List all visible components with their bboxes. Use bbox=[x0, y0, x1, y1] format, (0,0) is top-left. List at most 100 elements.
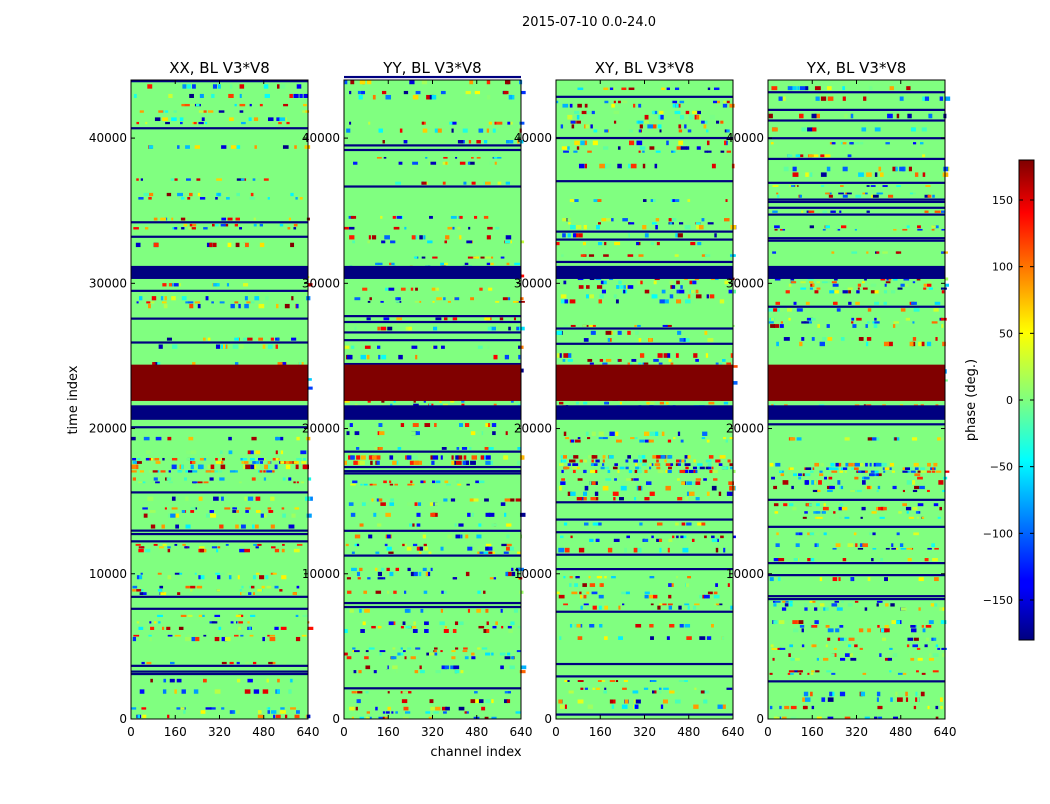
heatmap-cell bbox=[928, 287, 933, 290]
heatmap-cell bbox=[478, 523, 482, 527]
heatmap-cell bbox=[227, 572, 232, 575]
heatmap-cell bbox=[371, 625, 376, 629]
colorbar-label: phase (deg.) bbox=[964, 359, 979, 441]
heatmap-cell bbox=[467, 256, 473, 259]
x-tick-label: 480 bbox=[677, 725, 700, 739]
heatmap-cell bbox=[363, 483, 368, 486]
heatmap-cell bbox=[464, 460, 470, 465]
heatmap-cell bbox=[687, 576, 692, 579]
heatmap-cell bbox=[850, 577, 854, 582]
heatmap-cell bbox=[155, 461, 161, 464]
heatmap-cell bbox=[216, 589, 221, 592]
heatmap-cell bbox=[812, 489, 819, 493]
heatmap-cell bbox=[679, 469, 686, 474]
heatmap-cell bbox=[299, 93, 303, 98]
heatmap-cell bbox=[131, 464, 137, 470]
heatmap-cell bbox=[603, 690, 607, 694]
heatmap-cell bbox=[517, 551, 521, 554]
heatmap-cell bbox=[405, 711, 411, 714]
heatmap-cell bbox=[829, 290, 835, 294]
heatmap-cell bbox=[782, 716, 787, 719]
x-tick-label: 320 bbox=[633, 725, 656, 739]
heatmap-cell bbox=[719, 362, 723, 365]
heatmap-cell bbox=[148, 634, 152, 637]
heatmap-row-line bbox=[556, 531, 733, 534]
heatmap-cell bbox=[808, 210, 815, 213]
heatmap-cell bbox=[229, 710, 234, 714]
heatmap-cell bbox=[887, 113, 893, 119]
heatmap-cell bbox=[504, 498, 511, 502]
heatmap-cell bbox=[790, 716, 797, 719]
heatmap-cell bbox=[771, 476, 775, 480]
heatmap-cell bbox=[617, 146, 621, 150]
heatmap-cell bbox=[572, 233, 577, 238]
heatmap-cell bbox=[586, 591, 590, 595]
heatmap-cell bbox=[569, 199, 575, 202]
heatmap-cell bbox=[684, 463, 691, 466]
heatmap-cell bbox=[407, 502, 413, 506]
heatmap-cell bbox=[424, 546, 429, 551]
heatmap-cell bbox=[896, 697, 903, 702]
y-tick-label: 0 bbox=[332, 712, 340, 726]
heatmap-cell bbox=[250, 450, 254, 455]
heatmap-cell bbox=[847, 603, 853, 607]
heatmap-cell bbox=[491, 523, 497, 527]
heatmap-row-line bbox=[768, 423, 945, 426]
heatmap-cell bbox=[232, 362, 236, 366]
heatmap-cell bbox=[814, 86, 821, 91]
heatmap-cell bbox=[784, 705, 790, 710]
heatmap-cell bbox=[478, 551, 484, 554]
heatmap-cell bbox=[636, 140, 643, 146]
heatmap-row-line bbox=[131, 289, 308, 292]
heatmap-cell bbox=[656, 455, 661, 459]
heatmap-cell bbox=[592, 140, 598, 146]
heatmap-cell bbox=[426, 629, 429, 633]
heatmap-cell bbox=[488, 287, 493, 291]
heatmap-cell bbox=[580, 687, 584, 690]
heatmap-cell bbox=[705, 353, 709, 358]
heatmap-cell bbox=[414, 460, 419, 465]
heatmap-cell bbox=[580, 114, 584, 120]
heatmap-cell bbox=[730, 466, 733, 470]
heatmap-cell bbox=[720, 150, 725, 153]
heatmap-cell bbox=[583, 338, 589, 342]
heatmap-cell bbox=[807, 558, 811, 562]
heatmap-cell bbox=[791, 281, 797, 284]
heatmap-cell bbox=[378, 498, 383, 502]
heatmap-cell bbox=[774, 511, 779, 514]
heatmap-cell bbox=[844, 113, 848, 119]
heatmap-cell bbox=[375, 590, 382, 594]
heatmap-cell bbox=[722, 358, 726, 362]
heatmap-cell bbox=[244, 296, 248, 301]
heatmap-cell bbox=[214, 470, 219, 473]
heatmap-cell bbox=[519, 326, 525, 331]
heatmap-cell bbox=[399, 128, 403, 133]
heatmap-cell bbox=[812, 283, 815, 287]
heatmap-row-line bbox=[768, 200, 945, 204]
heatmap-cell bbox=[392, 215, 396, 219]
heatmap-cell bbox=[136, 121, 140, 125]
heatmap-cell bbox=[867, 321, 870, 324]
heatmap-cell bbox=[659, 129, 662, 133]
heatmap-cell bbox=[301, 461, 307, 464]
y-tick-label: 40000 bbox=[89, 131, 127, 145]
heatmap-cell bbox=[939, 607, 943, 611]
heatmap-cell bbox=[838, 506, 843, 511]
heatmap-cell bbox=[253, 689, 260, 694]
heatmap-cell bbox=[612, 466, 618, 470]
heatmap-cell bbox=[562, 218, 567, 222]
heatmap-cell bbox=[809, 287, 813, 290]
heatmap-cell bbox=[149, 621, 152, 624]
heatmap-cell bbox=[160, 592, 167, 596]
heatmap-cell bbox=[725, 199, 728, 202]
heatmap-cell bbox=[589, 481, 595, 485]
heatmap-cell bbox=[652, 199, 656, 202]
heatmap-cell bbox=[603, 280, 607, 285]
heatmap-cell bbox=[232, 344, 239, 349]
heatmap-cell bbox=[282, 477, 286, 481]
heatmap-cell bbox=[909, 480, 916, 485]
heatmap-cell bbox=[874, 127, 881, 132]
heatmap-cell bbox=[261, 585, 265, 589]
heatmap-cell bbox=[905, 697, 909, 702]
heatmap-cell bbox=[680, 146, 687, 150]
